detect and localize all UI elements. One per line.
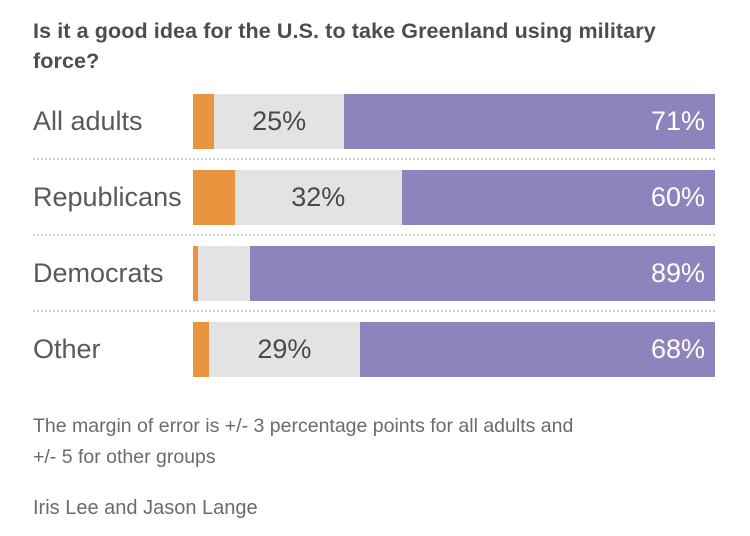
bar-row-all-adults: All adults 25% 71% <box>33 94 715 149</box>
row-separator <box>33 158 715 160</box>
percent-label-gray: 32% <box>291 182 346 212</box>
bar-segment-orange <box>193 94 214 149</box>
category-label: Other <box>33 334 101 364</box>
category-label: Democrats <box>33 258 164 288</box>
margin-of-error-note: The margin of error is +/- 3 percentage … <box>33 411 715 473</box>
percent-label-purple: 89% <box>650 258 705 288</box>
bar-track: 29% 68% <box>193 322 715 377</box>
row-separator <box>33 310 715 312</box>
percent-label-gray: 29% <box>257 334 312 364</box>
footnote-line: +/- 5 for other groups <box>33 446 216 468</box>
bar-row-democrats: Democrats 89% <box>33 246 715 301</box>
bar-segment-gray: 25% <box>213 94 345 149</box>
bar-segment-purple: 89% <box>250 246 715 301</box>
chart-container: Is it a good idea for the U.S. to take G… <box>33 19 715 519</box>
bar-row-republicans: Republicans 32% 60% <box>33 170 715 225</box>
row-separator <box>33 234 715 236</box>
stacked-bar-chart: All adults 25% 71% Republicans 32% 60% D… <box>33 94 715 377</box>
percent-label-purple: 60% <box>650 182 705 212</box>
percent-label-purple: 68% <box>650 334 705 364</box>
bar-segment-orange <box>193 246 199 301</box>
byline: Iris Lee and Jason Lange <box>33 497 258 519</box>
bar-row-other: Other 29% 68% <box>33 322 715 377</box>
bar-segment-gray: 32% <box>234 170 402 225</box>
category-label: All adults <box>33 106 143 136</box>
bar-segment-purple: 68% <box>360 322 715 377</box>
chart-title: Is it a good idea for the U.S. to take G… <box>33 19 656 73</box>
percent-label-gray: 25% <box>252 106 307 136</box>
footnote-line: The margin of error is +/- 3 percentage … <box>33 415 574 437</box>
bar-track: 25% 71% <box>193 94 715 149</box>
bar-track: 32% 60% <box>193 170 715 225</box>
bar-segment-gray: 29% <box>208 322 361 377</box>
category-label: Republicans <box>33 182 182 212</box>
bar-track: 89% <box>193 246 715 301</box>
bar-segment-orange <box>193 322 209 377</box>
percent-label-purple: 71% <box>650 106 705 136</box>
bar-segment-orange <box>193 170 235 225</box>
bar-segment-purple: 60% <box>401 170 715 225</box>
bar-segment-purple: 71% <box>344 94 715 149</box>
bar-segment-gray <box>198 246 251 301</box>
